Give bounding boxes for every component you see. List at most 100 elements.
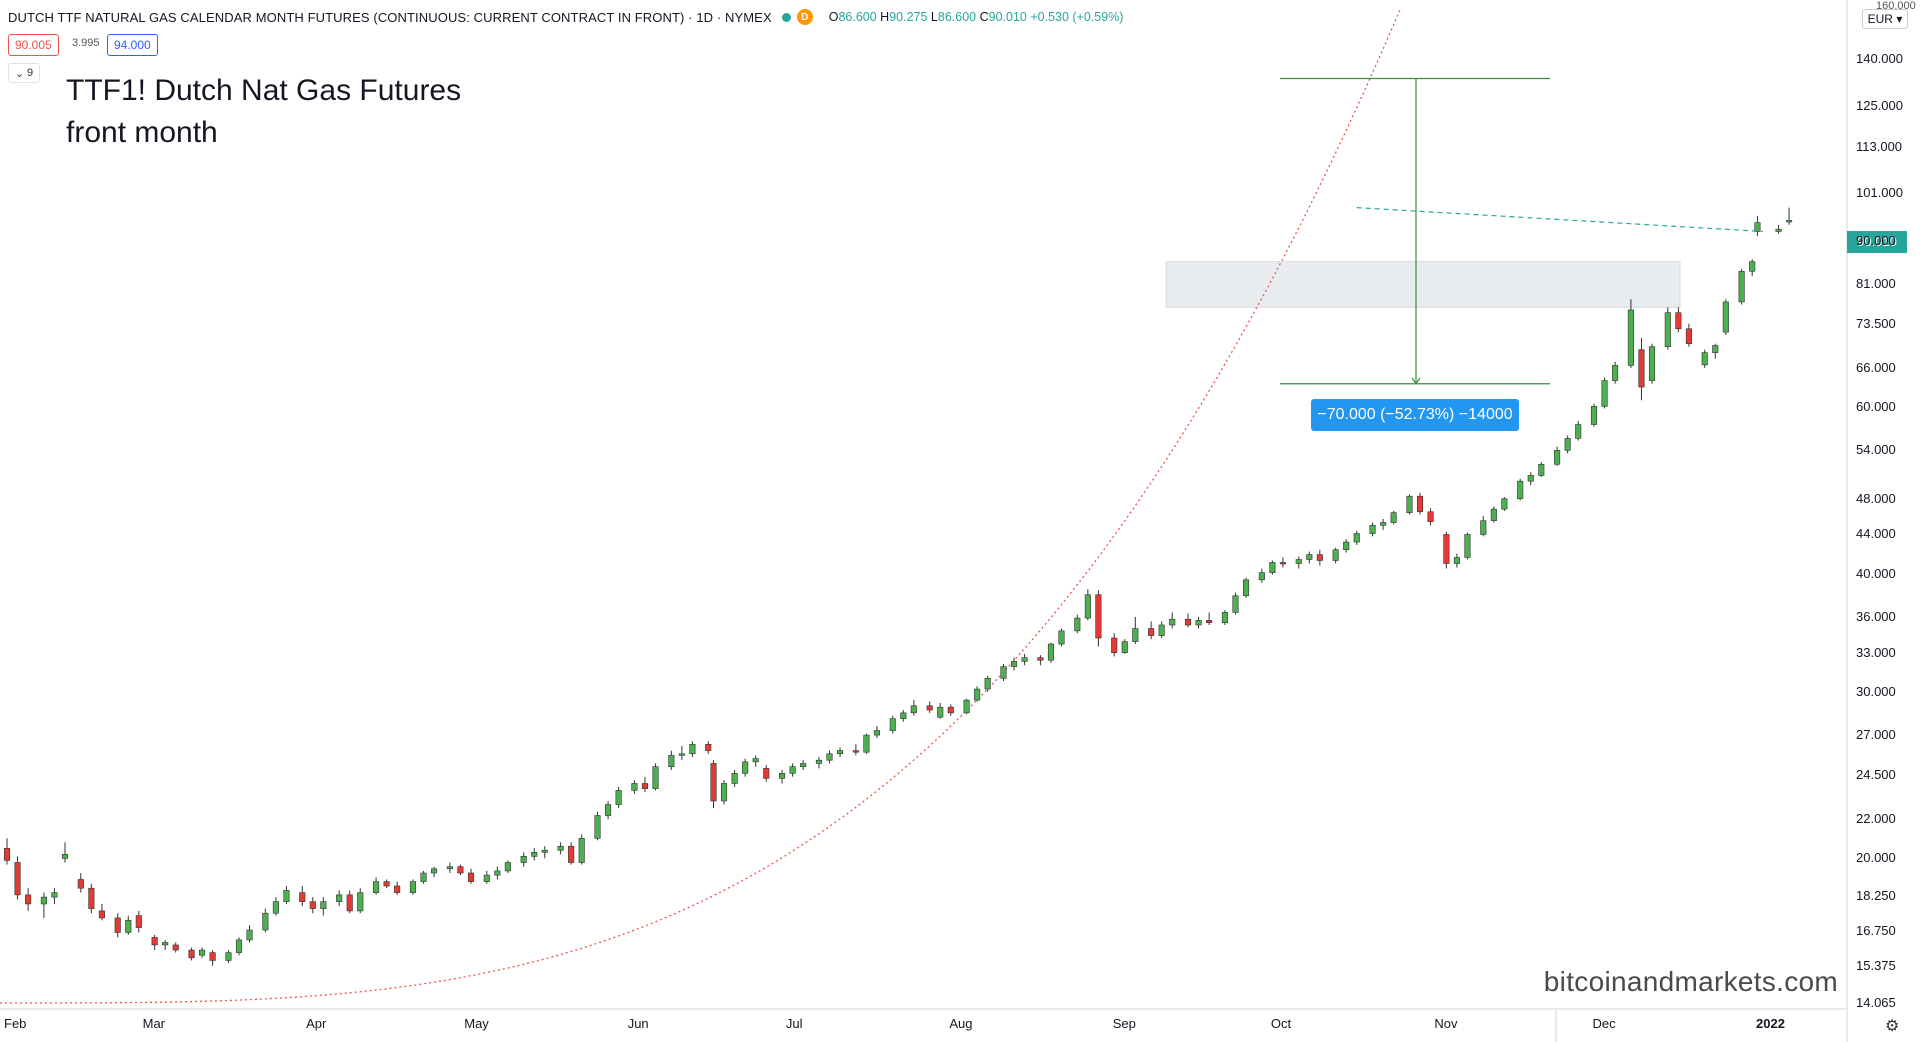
- candle-body: [373, 881, 380, 893]
- candle: [1158, 621, 1165, 638]
- currency-select[interactable]: EUR ▾: [1862, 9, 1908, 29]
- y-tick-label: 18.250: [1856, 887, 1896, 903]
- candle-body: [1221, 612, 1228, 623]
- candle: [1754, 216, 1761, 236]
- candle-body: [731, 773, 738, 784]
- candle-body: [1232, 595, 1239, 613]
- candle-body: [1453, 557, 1460, 564]
- candle: [262, 908, 269, 933]
- candle: [1058, 628, 1065, 647]
- candle-body: [494, 870, 501, 876]
- indicators-collapse-button[interactable]: ⌄ 9: [8, 63, 40, 83]
- candle: [1095, 590, 1102, 647]
- candle-body: [779, 773, 786, 779]
- candle: [668, 750, 675, 771]
- sell-price-button[interactable]: 90.005: [8, 34, 59, 56]
- candle: [246, 925, 253, 943]
- candle: [1464, 532, 1471, 560]
- candle: [1037, 655, 1044, 666]
- candle: [1084, 589, 1091, 621]
- candle: [209, 950, 216, 966]
- candle-body: [40, 896, 47, 905]
- candle-body: [947, 706, 954, 714]
- candle-body: [1353, 533, 1360, 543]
- candle: [283, 885, 290, 904]
- candle-body: [1554, 450, 1561, 465]
- candle: [1148, 621, 1155, 640]
- candle-body: [1638, 349, 1645, 388]
- candle-body: [615, 790, 622, 805]
- candle: [1121, 639, 1128, 654]
- candle-body: [1158, 624, 1165, 636]
- y-tick-label: 60.000: [1856, 399, 1896, 415]
- candle: [309, 897, 316, 914]
- candle-body: [1206, 620, 1213, 623]
- candle: [1390, 510, 1397, 525]
- candle: [900, 710, 907, 722]
- candle: [135, 910, 142, 933]
- candle: [678, 745, 685, 761]
- candle-body: [1380, 522, 1387, 526]
- candle-body: [209, 952, 216, 961]
- candle: [615, 786, 622, 809]
- candle: [652, 763, 659, 791]
- x-tick-label: Jul: [785, 1016, 803, 1031]
- candle: [25, 888, 32, 911]
- candle-body: [926, 705, 933, 711]
- candle-body: [1575, 424, 1582, 439]
- candle-body: [826, 753, 833, 761]
- symbol-title[interactable]: DUTCH TTF NATURAL GAS CALENDAR MONTH FUT…: [8, 9, 772, 25]
- candle-body: [937, 706, 944, 718]
- candle-body: [705, 744, 712, 751]
- candle: [1722, 299, 1729, 336]
- candle-body: [1306, 554, 1313, 560]
- candle-body: [135, 915, 142, 928]
- candle: [779, 770, 786, 784]
- y-tick-label: 125.000: [1856, 97, 1903, 113]
- candle: [420, 870, 427, 884]
- candle: [1601, 377, 1608, 409]
- y-tick-label: 15.375: [1856, 958, 1896, 974]
- candle-body: [61, 853, 69, 859]
- candle-body: [1590, 406, 1598, 425]
- candle: [1490, 506, 1497, 523]
- candle: [151, 934, 158, 951]
- candle: [346, 890, 353, 914]
- candle-body: [467, 872, 475, 882]
- candle-body: [815, 759, 823, 764]
- candle-body: [900, 712, 907, 719]
- candle: [114, 913, 121, 938]
- gear-icon[interactable]: ⚙: [1885, 1018, 1900, 1035]
- candle-body: [1047, 643, 1054, 661]
- candle-body: [1295, 559, 1302, 564]
- candle-body: [557, 845, 564, 851]
- candle: [373, 877, 380, 895]
- candle-body: [1749, 261, 1756, 272]
- candle-body: [1501, 498, 1508, 510]
- spread-value: 3.995: [72, 37, 100, 49]
- candle: [494, 866, 501, 880]
- candle: [1638, 337, 1645, 401]
- delayed-data-badge[interactable]: D: [796, 9, 813, 25]
- candle: [1775, 224, 1782, 234]
- candle-body: [852, 750, 859, 753]
- candle-body: [1775, 228, 1782, 232]
- y-tick-label: 90.000: [1856, 232, 1896, 248]
- candle: [299, 885, 306, 907]
- candle-body: [199, 949, 206, 956]
- buy-price-button[interactable]: 94.000: [107, 34, 158, 56]
- candle: [605, 800, 612, 820]
- candle: [1564, 435, 1571, 454]
- x-tick-label: Jun: [627, 1016, 649, 1031]
- candle-body: [568, 845, 575, 863]
- candle: [320, 897, 327, 916]
- chart-annotation-title: TTF1! Dutch Nat Gas Futures front month: [66, 74, 462, 149]
- candle: [1206, 612, 1213, 625]
- candle-body: [1343, 541, 1350, 550]
- candle: [541, 846, 548, 859]
- candle: [1749, 259, 1756, 277]
- candle-body: [1037, 657, 1044, 661]
- candle-body: [320, 901, 327, 909]
- y-tick-label: 48.000: [1856, 490, 1896, 506]
